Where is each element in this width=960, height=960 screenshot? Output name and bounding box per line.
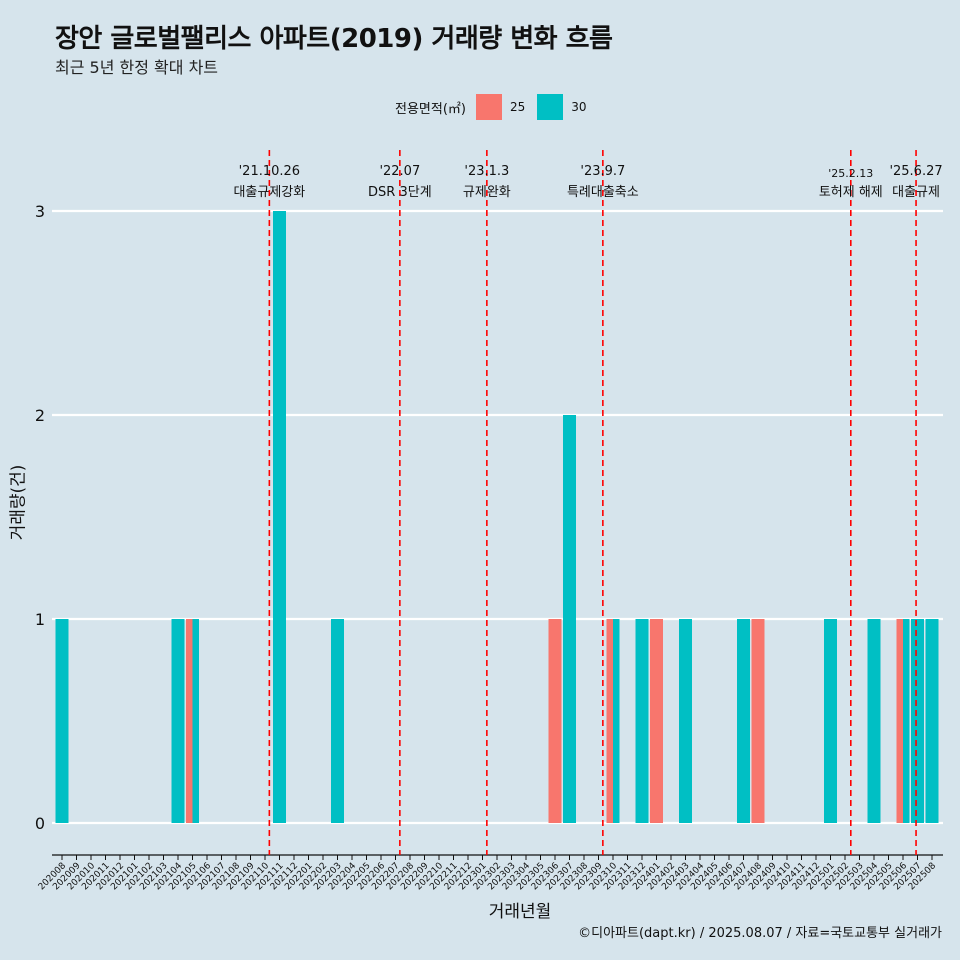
bar-30 — [925, 619, 939, 823]
bar-25 — [896, 619, 903, 823]
bar-25 — [606, 619, 613, 823]
bar-30 — [55, 619, 69, 823]
chart-subtitle: 최근 5년 한정 확대 차트 — [55, 58, 219, 77]
event-date: '22.07 — [379, 164, 420, 179]
bar-30 — [273, 211, 286, 823]
event-date: '25.6.27 — [889, 164, 942, 179]
event-label: 대출규제강화 — [233, 185, 305, 200]
legend-label-25: 25 — [509, 100, 526, 114]
event-label: 대출규제 — [892, 185, 940, 200]
bar-30 — [331, 619, 344, 823]
legend-label-30: 30 — [571, 100, 587, 114]
y-tick-label: 2 — [35, 406, 45, 425]
event-label: 규제완화 — [463, 185, 511, 200]
bar-30 — [679, 619, 692, 823]
bar-25 — [548, 619, 562, 823]
bar-30 — [192, 619, 199, 823]
source-footer: ©디아파트(dapt.kr) / 2025.08.07 / 자료=국토교통부 실… — [578, 926, 942, 941]
bar-30 — [911, 619, 924, 823]
chart-title: 장안 글로벌팰리스 아파트(2019) 거래량 변화 흐름 — [55, 24, 613, 54]
event-date: '21.10.26 — [239, 164, 300, 179]
event-label: DSR 3단계 — [368, 185, 432, 200]
bar-30 — [737, 619, 750, 823]
legend: 전용면적(㎡) 25 30 — [395, 93, 599, 121]
legend-key-25 — [475, 94, 502, 120]
bar-30 — [563, 415, 576, 823]
x-axis-title: 거래년월 — [488, 902, 552, 922]
legend-title: 전용면적(㎡) — [395, 101, 466, 117]
y-axis-title: 거래량(건) — [8, 464, 29, 541]
event-date: '23.9.7 — [580, 164, 625, 179]
event-date: '23.1.3 — [464, 164, 509, 179]
bar-25 — [751, 619, 765, 823]
y-tick-label: 3 — [35, 202, 45, 221]
bar-30 — [903, 619, 910, 823]
legend-key-30 — [537, 94, 564, 120]
event-label: 특례대출축소 — [567, 185, 639, 200]
bar-25 — [186, 619, 193, 823]
event-date: '25.2.13 — [828, 167, 873, 180]
bar-30 — [613, 619, 620, 823]
bar-30 — [824, 619, 837, 823]
bar-25 — [650, 619, 663, 823]
bar-30 — [171, 619, 185, 823]
y-tick-label: 1 — [35, 610, 45, 629]
bar-30 — [867, 619, 881, 823]
event-label: 토허제 해제 — [819, 185, 883, 200]
bar-30 — [635, 619, 649, 823]
y-tick-label: 0 — [35, 814, 45, 833]
